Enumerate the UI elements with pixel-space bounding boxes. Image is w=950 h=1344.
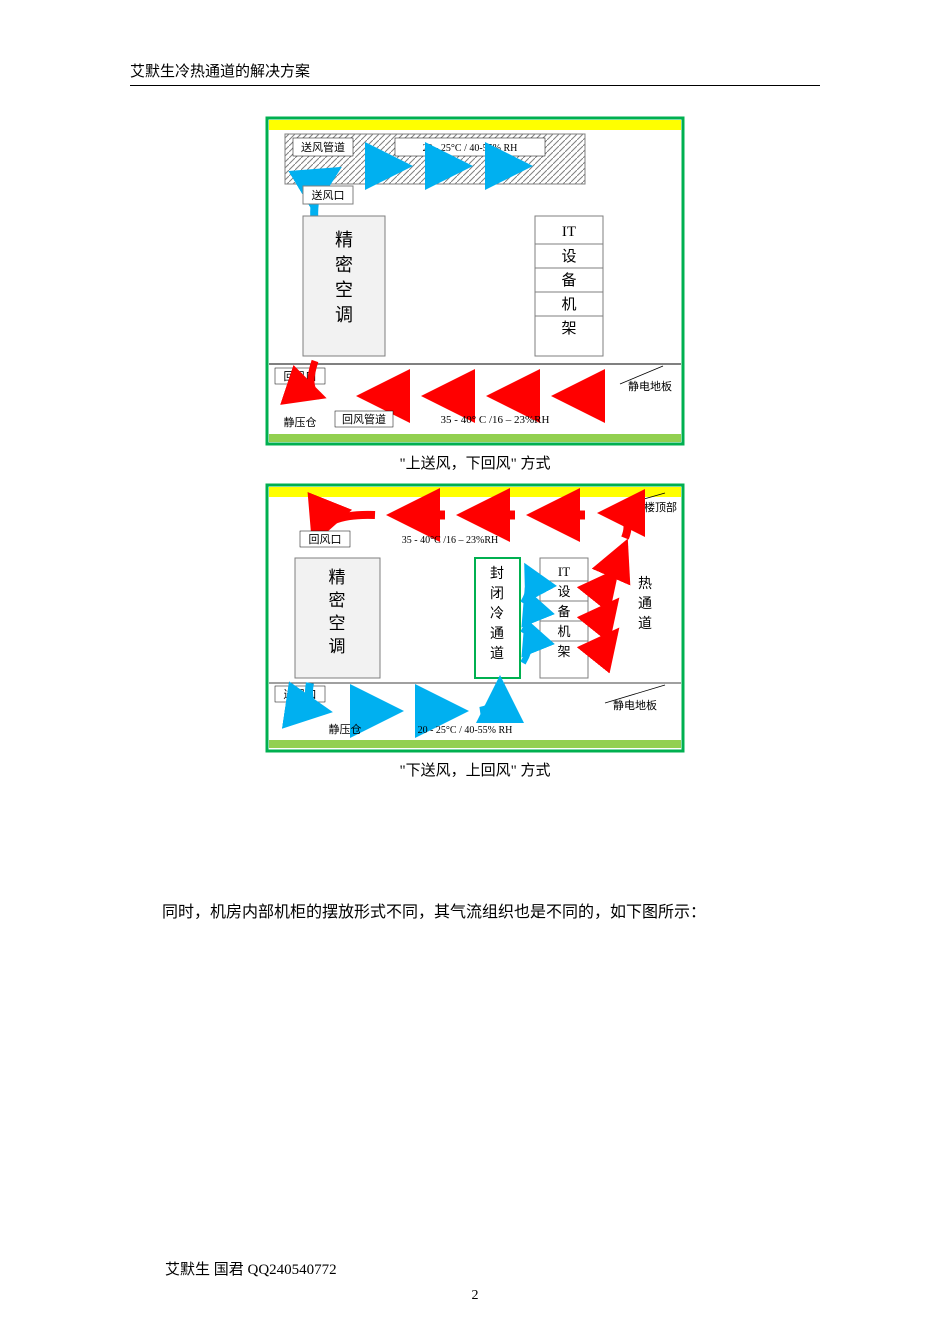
d2-hot-2: 道 [638,616,652,632]
d2-crac-3: 调 [329,637,346,656]
d1-crac-0: 精 [335,230,353,250]
footer-author: 艾默生 国君 QQ240540772 [165,1258,337,1279]
d2-crac-1: 密 [329,591,346,610]
d2-hot-0: 热 [638,576,652,592]
d2-cold-2: 冷 [490,606,504,622]
page-header: 艾默生冷热通道的解决方案 [130,60,820,86]
diagram-bottom-supply: 大楼顶部 回风口 35 - 40°C /16 – 23%RH 精 密 空 调 封… [265,483,685,753]
d2-cold-3: 通 [490,626,504,642]
d2-rack-0: IT [558,564,570,579]
d1-floor: 静电地板 [628,379,672,393]
d1-supply-vent: 送风口 [312,188,345,202]
d2-floor: 静电地板 [613,698,657,712]
d2-rack-4: 架 [557,644,570,659]
d2-temp-hot: 35 - 40°C /16 – 23%RH [402,535,499,546]
d2-return-vent: 回风口 [309,533,342,546]
diagram-top-supply: 送风管道 20 - 25°C / 40-55% RH 送风口 精 密 空 调 I… [265,116,685,446]
d1-rack-3: 机 [561,296,576,313]
caption-2: "下送风，上回风" 方式 [400,759,551,780]
d2-cold-1: 闭 [490,586,504,602]
header-title: 艾默生冷热通道的解决方案 [130,64,310,80]
body-paragraph: 同时，机房内部机柜的摆放形式不同，其气流组织也是不同的，如下图所示： [130,900,820,926]
d1-duct-return: 回风管道 [342,412,386,426]
d2-rack-3: 机 [557,624,570,639]
d2-rack-2: 备 [557,604,570,619]
d1-rack-1: 设 [561,248,576,265]
d1-rack-0: IT [562,224,576,240]
d1-crac-2: 空 [335,280,353,300]
d2-hot-1: 通 [638,596,652,612]
d2-crac-0: 精 [329,568,346,587]
d2-plenum: 静压仓 [329,722,362,736]
d2-temp-cold: 20 - 25°C / 40-55% RH [418,725,513,736]
d2-roof: 大楼顶部 [633,500,677,514]
d2-crac-2: 空 [329,614,346,633]
caption-1: "上送风，下回风" 方式 [400,452,551,473]
d1-temp-cold: 20 - 25°C / 40-55% RH [423,143,518,154]
d2-cold-0: 封 [490,566,504,582]
d1-rack-2: 备 [561,272,576,289]
d2-rack-1: 设 [557,584,570,599]
d1-temp-hot: 35 - 40° C /16 – 23%RH [441,414,550,426]
d1-duct-supply: 送风管道 [301,140,345,154]
page-number: 2 [0,1288,950,1304]
d1-crac-3: 调 [335,305,353,325]
d2-cold-4: 道 [490,646,504,662]
d1-plenum: 静压仓 [284,415,317,429]
d1-crac-1: 密 [335,255,353,275]
d1-rack-4: 架 [561,320,576,337]
